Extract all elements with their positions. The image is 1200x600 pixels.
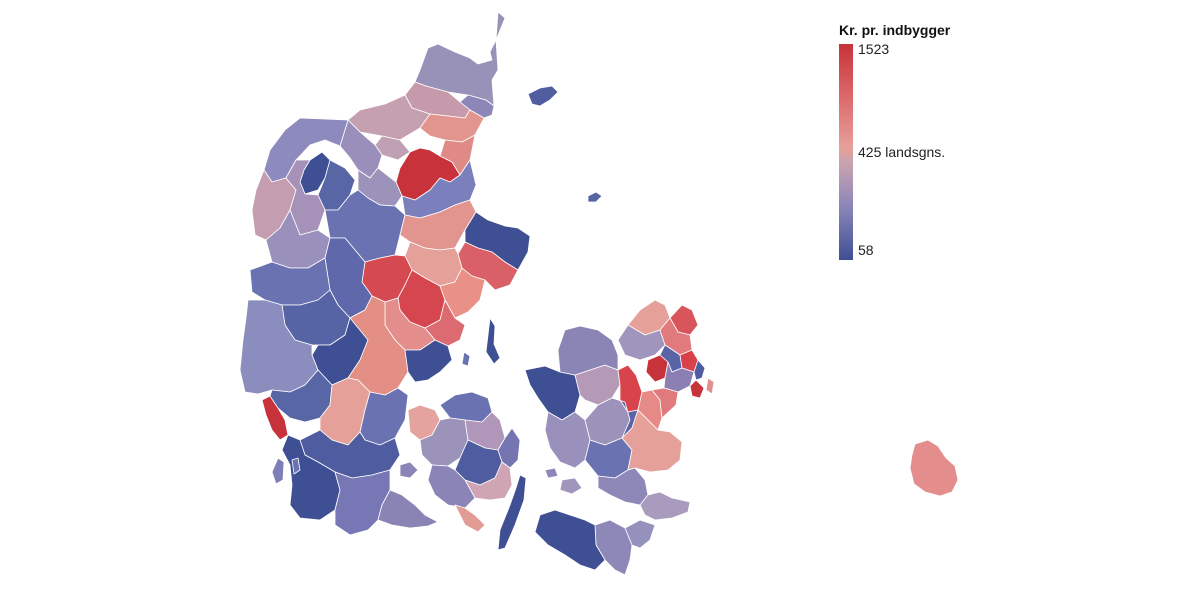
legend-min-label: 58 [858,242,874,258]
municipality-region[interactable] [557,325,619,376]
municipality-region[interactable] [347,295,409,396]
legend-title: Kr. pr. indbygger [839,22,951,38]
island-region[interactable] [399,461,419,479]
municipality-region[interactable] [427,464,476,509]
island-region[interactable] [527,85,559,107]
municipality-region[interactable] [377,489,439,529]
municipality-region[interactable] [414,11,506,107]
municipality-region[interactable] [464,461,513,501]
municipality-region[interactable] [689,379,705,399]
island-region[interactable] [291,457,301,475]
municipality-region[interactable] [439,391,493,423]
municipality-region[interactable] [544,411,591,469]
municipality-region[interactable] [439,267,486,319]
municipality-region[interactable] [334,469,391,536]
municipality-region[interactable] [404,339,453,383]
legend-max-label: 1523 [858,41,890,57]
legend-mid-label: 425 landsgns. [858,144,946,160]
island-region[interactable] [497,474,527,551]
municipality-region[interactable] [639,491,691,521]
color-legend: Kr. pr. indbygger 1523 425 landsgns. 58 [839,22,979,262]
municipality-region[interactable] [909,439,959,497]
municipality-region[interactable] [454,504,486,533]
municipality-region[interactable] [624,519,656,549]
island-region[interactable] [559,477,583,495]
municipality-region[interactable] [705,377,715,395]
legend-gradient-bar [839,44,853,260]
island-region[interactable] [461,351,471,367]
municipality-region[interactable] [281,434,341,521]
municipality-region[interactable] [693,359,706,381]
municipality-region[interactable] [651,387,679,419]
municipality-region[interactable] [534,509,606,571]
island-region[interactable] [544,467,559,479]
island-region[interactable] [587,191,603,203]
island-region[interactable] [271,457,285,485]
island-region[interactable] [485,317,501,365]
